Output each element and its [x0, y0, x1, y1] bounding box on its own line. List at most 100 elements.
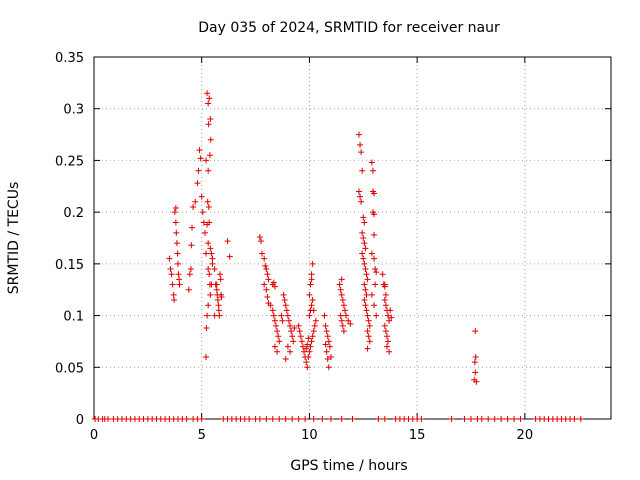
- data-point: [309, 260, 316, 267]
- data-point: [361, 281, 368, 288]
- data-point: [355, 188, 362, 195]
- data-point: [310, 416, 317, 422]
- data-point: [381, 416, 388, 422]
- data-point: [324, 356, 331, 363]
- data-point: [375, 416, 382, 422]
- data-point: [263, 266, 270, 273]
- data-point: [345, 317, 352, 324]
- data-point: [207, 245, 214, 252]
- data-point: [310, 328, 317, 335]
- data-point: [201, 229, 208, 236]
- data-point: [360, 235, 367, 241]
- x-tick-label: 5: [198, 428, 206, 443]
- data-point: [303, 359, 310, 366]
- data-point: [211, 266, 218, 273]
- data-point: [203, 157, 210, 164]
- x-tick-label: 0: [90, 428, 98, 443]
- data-point: [577, 416, 584, 422]
- data-point: [472, 369, 479, 376]
- data-point: [281, 297, 288, 304]
- data-point: [358, 149, 365, 156]
- data-point: [205, 266, 212, 273]
- data-point: [291, 324, 298, 331]
- data-point: [270, 312, 277, 319]
- data-point: [206, 95, 213, 102]
- data-point: [204, 198, 211, 205]
- data-point: [208, 250, 215, 257]
- data-point: [371, 190, 378, 197]
- data-point: [388, 314, 395, 321]
- data-point: [365, 333, 372, 340]
- data-point: [363, 291, 370, 298]
- data-point: [340, 302, 347, 309]
- data-point: [271, 317, 278, 324]
- data-point: [357, 141, 364, 148]
- data-point: [362, 302, 369, 309]
- data-point: [246, 416, 253, 422]
- y-axis-label: SRMTID / TECUs: [6, 182, 22, 295]
- data-point: [269, 416, 276, 422]
- y-tick-label: 0.25: [55, 154, 84, 169]
- data-point: [308, 271, 315, 278]
- data-point: [362, 245, 369, 252]
- data-point: [321, 312, 328, 319]
- data-point: [381, 297, 388, 304]
- data-point: [368, 250, 375, 257]
- data-point: [364, 312, 371, 319]
- data-point: [307, 343, 314, 350]
- data-point: [209, 260, 216, 267]
- data-point: [211, 312, 218, 319]
- data-point: [308, 338, 315, 345]
- data-point: [371, 231, 378, 238]
- data-point: [358, 198, 365, 205]
- data-point: [304, 364, 311, 371]
- data-point: [387, 307, 394, 314]
- data-point: [383, 343, 390, 350]
- data-point: [324, 333, 331, 340]
- data-point: [364, 345, 371, 352]
- data-point: [257, 238, 264, 245]
- data-point: [170, 291, 177, 298]
- data-point: [213, 286, 220, 293]
- data-point: [205, 240, 212, 247]
- data-point: [361, 240, 368, 247]
- data-point: [176, 276, 183, 283]
- data-point: [185, 286, 192, 293]
- data-point: [383, 333, 390, 340]
- data-point: [361, 260, 368, 267]
- data-point: [205, 100, 212, 107]
- data-point: [203, 250, 210, 257]
- data-point: [295, 416, 302, 422]
- data-point: [213, 281, 220, 288]
- data-point: [511, 416, 518, 422]
- data-point: [341, 307, 348, 314]
- data-point: [310, 307, 317, 314]
- data-point: [308, 302, 315, 309]
- data-point: [363, 307, 370, 314]
- data-point: [366, 322, 373, 329]
- data-point: [323, 328, 330, 335]
- data-point: [308, 276, 315, 283]
- data-point: [261, 281, 268, 288]
- data-point: [224, 238, 231, 245]
- data-point: [338, 276, 345, 283]
- data-point: [340, 328, 347, 335]
- data-point: [368, 291, 375, 298]
- data-point: [366, 338, 373, 345]
- data-point: [289, 333, 296, 340]
- data-point: [381, 281, 388, 288]
- data-point: [205, 121, 212, 128]
- data-point: [169, 281, 176, 288]
- data-point: [478, 416, 485, 422]
- data-point: [276, 338, 283, 345]
- data-point: [175, 260, 182, 267]
- data-point: [379, 271, 386, 278]
- data-point: [309, 333, 316, 340]
- data-point: [306, 348, 313, 355]
- data-point: [311, 322, 318, 329]
- data-point: [338, 291, 345, 298]
- data-point: [349, 416, 356, 422]
- data-point: [276, 416, 283, 422]
- data-point: [369, 167, 376, 174]
